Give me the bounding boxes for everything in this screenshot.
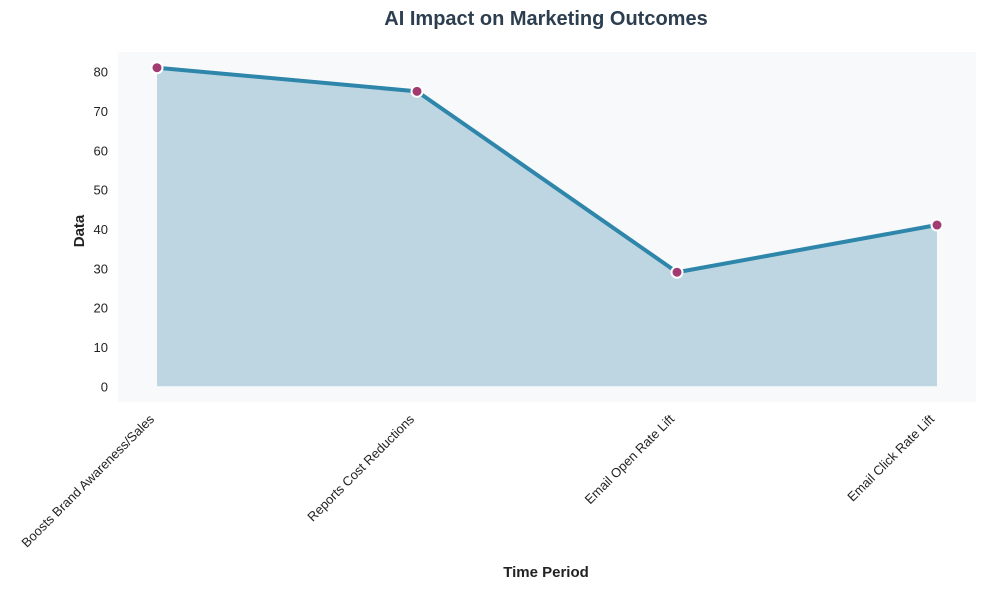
data-point-2	[410, 84, 424, 98]
data-point-4	[930, 218, 944, 232]
y-tick-label: 30	[94, 261, 108, 276]
x-tick-label: Email Click Rate Lift	[844, 411, 937, 504]
y-tick-label: 50	[94, 183, 108, 198]
y-tick-label: 40	[94, 222, 108, 237]
y-tick-label: 70	[94, 104, 108, 119]
area-fill	[157, 67, 937, 387]
y-tick-label: 60	[94, 143, 108, 158]
data-markers	[150, 61, 944, 279]
x-axis-label: Time Period	[503, 564, 589, 581]
y-axis-label: Data	[71, 214, 88, 247]
y-axis-ticks: 0 10 20 30 40 50 60 70 80	[94, 65, 108, 395]
data-point-1	[150, 61, 164, 75]
x-tick-label: Boosts Brand Awareness/Sales	[18, 411, 157, 550]
data-point-3	[670, 265, 684, 279]
x-axis-ticks: Boosts Brand Awareness/Sales Reports Cost…	[18, 411, 937, 550]
x-tick-label: Reports Cost Reductions	[304, 411, 417, 524]
series-line	[155, 65, 939, 275]
x-tick-label: Email Open Rate Lift	[582, 411, 678, 507]
y-tick-label: 0	[101, 379, 108, 394]
y-tick-label: 80	[94, 65, 108, 80]
y-tick-label: 10	[94, 340, 108, 355]
chart-title: AI Impact on Marketing Outcomes	[384, 8, 707, 30]
y-tick-label: 20	[94, 301, 108, 316]
